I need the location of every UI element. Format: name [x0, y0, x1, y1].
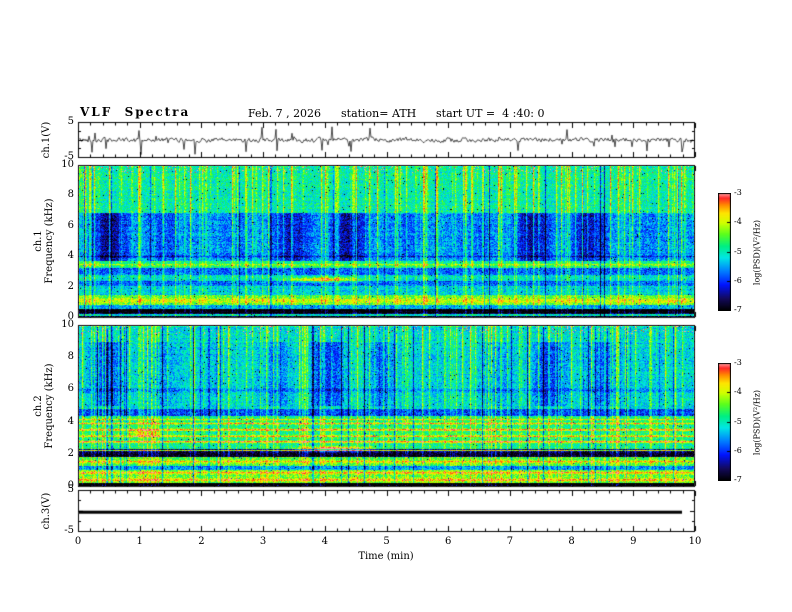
tick-label: 4 [67, 250, 74, 262]
start-ut-label: start UT = 4 :40: 0 [436, 107, 545, 120]
tick-label: 2 [67, 280, 74, 292]
ch1-waveform-canvas [79, 123, 694, 157]
colorbar1-label-text: log(PSD)(V²/Hz) [752, 219, 762, 286]
station-label: station= ATH [341, 107, 417, 120]
tick-label: 0 [67, 480, 74, 491]
tick-label: 0 [74, 536, 82, 547]
ylabel-ch2-line1: ch.2 [33, 395, 44, 417]
tick-label: 9 [630, 536, 637, 547]
tick-label: -3 [734, 188, 742, 197]
tick-label: 5 [67, 484, 74, 495]
tick-label: 4 [67, 415, 74, 427]
tick-label: 5 [67, 116, 74, 127]
ch1-spectrogram-canvas [79, 166, 694, 317]
tick-label: -5 [64, 151, 74, 162]
tick-label: 4 [321, 536, 328, 547]
date-label: Feb. 7 , 2026 [248, 107, 322, 120]
tick-label: -3 [734, 358, 742, 367]
tick-label: -6 [734, 445, 742, 455]
tick-label: 8 [67, 351, 74, 363]
xaxis-label: Time (min) [358, 551, 414, 562]
tick-label: 5 [383, 536, 390, 547]
tick-label: 2 [198, 536, 205, 547]
tick-label: 0 [67, 311, 74, 322]
ylabel-ch3-voltage-text: ch.3(V) [41, 492, 52, 530]
plot-title: VLF Spectra [80, 105, 191, 119]
tick-label: 1 [136, 536, 143, 547]
colorbar2-label: log(PSD)(V²/Hz) [753, 368, 762, 478]
tick-label: 6 [67, 219, 74, 231]
tick-label: 6 [445, 536, 452, 547]
tick-label: -6 [734, 275, 742, 285]
ylabel-ch1-voltage-text: ch.1(V) [41, 121, 52, 159]
tick-label: -7 [734, 475, 742, 484]
tick-label: 10 [61, 319, 74, 330]
tick-label: 10 [688, 536, 702, 547]
tick-label: -5 [64, 525, 74, 536]
ch2-spectrogram-canvas [79, 326, 694, 486]
colorbar1-label: log(PSD)(V²/Hz) [753, 198, 762, 308]
ch3-waveform-canvas [79, 491, 694, 531]
colorbar1-canvas [718, 193, 731, 311]
tick-label: -4 [734, 217, 742, 227]
tick-label: -7 [734, 305, 742, 314]
ylabel-ch1-line1: ch.1 [33, 230, 44, 252]
tick-label: 10 [61, 159, 74, 170]
tick-label: -5 [734, 416, 742, 426]
tick-label: 3 [259, 536, 267, 547]
tick-label: 2 [67, 447, 74, 459]
tick-label: -4 [734, 387, 742, 397]
tick-label: -5 [734, 246, 742, 256]
tick-label: 8 [67, 189, 74, 201]
tick-label: 6 [67, 383, 74, 395]
tick-label: 8 [568, 536, 575, 547]
tick-label: 7 [506, 536, 514, 547]
colorbar2-label-text: log(PSD)(V²/Hz) [752, 389, 762, 456]
colorbar2-canvas [718, 363, 731, 481]
